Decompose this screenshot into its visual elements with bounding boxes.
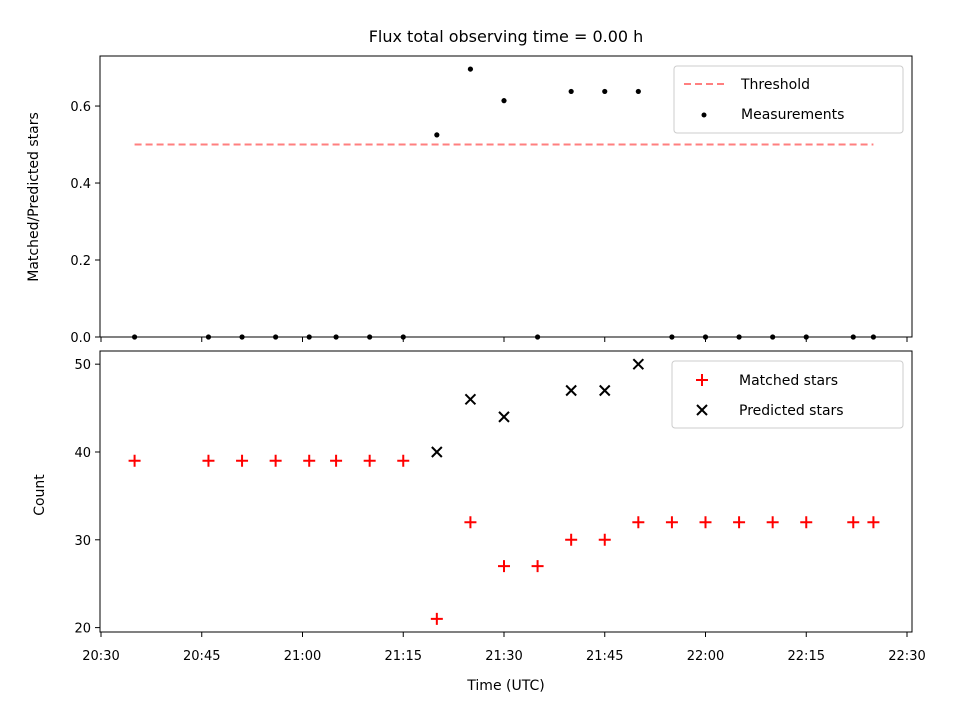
- measurement-point: [306, 334, 312, 340]
- measurement-point: [736, 334, 742, 340]
- top-y-tick-label: 0.2: [70, 254, 91, 269]
- top-legend-box: [673, 65, 904, 134]
- x-tick-label: 20:45: [183, 649, 220, 664]
- matched-star-point: [397, 454, 410, 467]
- bottom-plot-frame: [99, 350, 913, 633]
- top-legend: Threshold Measurements: [673, 65, 904, 134]
- measurement-point: [770, 334, 776, 340]
- predicted-star-point: [431, 446, 443, 458]
- bottom-y-tick-label: 30: [74, 534, 91, 549]
- top-y-tick-label: 0.6: [70, 100, 91, 115]
- matched-star-point: [236, 454, 249, 467]
- bottom-y-tick-label: 40: [74, 446, 91, 461]
- measurement-point: [870, 334, 877, 340]
- matched-star-point: [128, 454, 141, 467]
- matched-star-point: [699, 516, 712, 529]
- measurement-point: [602, 88, 608, 95]
- measurement-point: [669, 334, 675, 340]
- matched-star-point: [766, 516, 779, 529]
- predicted-star-point: [599, 384, 611, 397]
- matched-star-point: [498, 560, 510, 573]
- matched-star-point: [733, 516, 746, 529]
- matched-star-point: [202, 454, 215, 467]
- matched-star-point: [800, 516, 813, 529]
- matched-star-point: [565, 533, 578, 546]
- x-tick-label: 21:45: [586, 649, 623, 664]
- bottom-marks: [128, 358, 880, 625]
- measurement-point: [534, 334, 541, 340]
- legend-predicted-label: Predicted stars: [739, 403, 844, 419]
- measurement-point: [850, 334, 856, 340]
- matched-star-point: [632, 516, 645, 529]
- measurement-point: [434, 132, 440, 138]
- top-panel: Matched/Predicted stars 0.0 0.2 0.4 0.6 Thr…: [26, 55, 913, 346]
- matched-star-point: [269, 454, 282, 467]
- predicted-star-point: [498, 411, 510, 423]
- predicted-star-point: [565, 384, 577, 397]
- matched-star-point: [867, 516, 880, 529]
- bottom-y-tick-label: 50: [74, 358, 91, 373]
- top-y-ticks: 0.0 0.2 0.4 0.6: [70, 100, 100, 346]
- bottom-panel: Count Time (UTC) 20 30 40 50 20:30 20:45 21:0…: [32, 350, 926, 694]
- measurement-point: [333, 334, 339, 340]
- top-x-ticks: [100, 337, 908, 342]
- x-tick-label: 21:15: [385, 649, 422, 664]
- x-tick-label: 22:00: [687, 649, 724, 664]
- x-tick-label: 21:00: [284, 649, 321, 664]
- x-tick-label: 22:15: [788, 649, 825, 664]
- bottom-y-tick-label: 20: [74, 622, 91, 637]
- legend-matched-swatch: [696, 374, 708, 386]
- top-y-tick-label: 0.4: [70, 177, 91, 192]
- matched-star-point: [847, 516, 860, 529]
- legend-measurements-swatch: [701, 112, 707, 118]
- measurement-point: [803, 334, 809, 340]
- matched-star-point: [330, 454, 343, 467]
- top-marks: [131, 66, 877, 340]
- legend-threshold-label: Threshold: [740, 77, 810, 93]
- legend-matched-label: Matched stars: [739, 373, 838, 389]
- top-y-axis-label: Matched/Predicted stars: [26, 112, 42, 282]
- measurement-point: [501, 98, 507, 104]
- matched-star-point: [363, 454, 376, 467]
- measurement-point: [131, 334, 138, 340]
- bottom-x-ticks: 20:30 20:45 21:00 21:15 21:30 21:45 22:00 22:15…: [82, 632, 926, 664]
- measurement-point: [367, 334, 373, 340]
- matched-star-point: [531, 560, 544, 573]
- x-tick-label: 20:30: [82, 649, 119, 664]
- x-axis-label: Time (UTC): [466, 678, 544, 694]
- measurement-point: [205, 334, 212, 340]
- matched-star-point: [665, 516, 678, 529]
- legend-predicted-swatch: [696, 404, 708, 416]
- matched-star-point: [430, 612, 443, 625]
- bottom-legend: Matched stars Predicted stars: [671, 360, 904, 429]
- predicted-star-point: [632, 358, 645, 370]
- measurement-point: [400, 334, 406, 340]
- bottom-y-axis-label: Count: [32, 474, 48, 516]
- matched-star-point: [598, 533, 611, 546]
- measurement-point: [467, 66, 474, 72]
- top-plot-frame: [99, 55, 913, 338]
- matched-star-point: [303, 454, 316, 467]
- top-y-tick-label: 0.0: [70, 331, 91, 346]
- measurement-point: [702, 334, 709, 340]
- legend-measurements-label: Measurements: [741, 107, 844, 123]
- measurement-point: [239, 334, 245, 340]
- matched-star-point: [464, 516, 477, 529]
- x-tick-label: 22:30: [888, 649, 925, 664]
- x-tick-label: 21:30: [485, 649, 522, 664]
- bottom-y-ticks: 20 30 40 50: [74, 358, 100, 637]
- bottom-legend-box: [671, 360, 904, 429]
- chart-title: Flux total observing time = 0.00 h: [369, 27, 644, 46]
- predicted-star-point: [464, 393, 477, 406]
- measurement-point: [273, 334, 279, 340]
- measurement-point: [635, 88, 641, 95]
- measurement-point: [568, 88, 574, 95]
